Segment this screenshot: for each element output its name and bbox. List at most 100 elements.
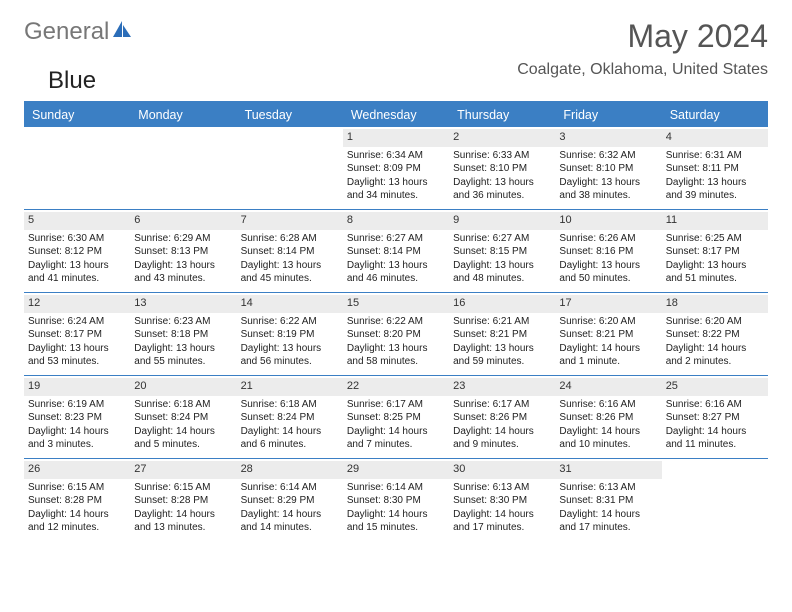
day-number: 9 xyxy=(449,212,555,230)
sunset-text: Sunset: 8:31 PM xyxy=(559,495,657,508)
sunrise-text: Sunrise: 6:32 AM xyxy=(559,150,657,163)
daylight-text: and 9 minutes. xyxy=(453,439,551,452)
sunset-text: Sunset: 8:28 PM xyxy=(28,495,126,508)
daylight-text: Daylight: 14 hours xyxy=(347,509,445,522)
sunrise-text: Sunrise: 6:30 AM xyxy=(28,233,126,246)
sunset-text: Sunset: 8:27 PM xyxy=(666,412,764,425)
day-number: 2 xyxy=(449,129,555,147)
day-info: Sunrise: 6:17 AMSunset: 8:25 PMDaylight:… xyxy=(347,399,445,452)
day-info: Sunrise: 6:19 AMSunset: 8:23 PMDaylight:… xyxy=(28,399,126,452)
day-cell xyxy=(24,127,130,209)
day-info: Sunrise: 6:20 AMSunset: 8:22 PMDaylight:… xyxy=(666,316,764,369)
sunrise-text: Sunrise: 6:16 AM xyxy=(666,399,764,412)
day-cell: 27Sunrise: 6:15 AMSunset: 8:28 PMDayligh… xyxy=(130,459,236,541)
day-info: Sunrise: 6:15 AMSunset: 8:28 PMDaylight:… xyxy=(134,482,232,535)
daylight-text: Daylight: 14 hours xyxy=(559,509,657,522)
day-cell xyxy=(130,127,236,209)
daylight-text: Daylight: 13 hours xyxy=(666,260,764,273)
daylight-text: Daylight: 13 hours xyxy=(453,343,551,356)
daylight-text: and 43 minutes. xyxy=(134,273,232,286)
day-cell: 16Sunrise: 6:21 AMSunset: 8:21 PMDayligh… xyxy=(449,293,555,375)
sunset-text: Sunset: 8:20 PM xyxy=(347,329,445,342)
sunrise-text: Sunrise: 6:18 AM xyxy=(241,399,339,412)
daylight-text: Daylight: 13 hours xyxy=(559,177,657,190)
sunset-text: Sunset: 8:15 PM xyxy=(453,246,551,259)
day-cell: 6Sunrise: 6:29 AMSunset: 8:13 PMDaylight… xyxy=(130,210,236,292)
day-cell: 22Sunrise: 6:17 AMSunset: 8:25 PMDayligh… xyxy=(343,376,449,458)
daylight-text: Daylight: 14 hours xyxy=(453,509,551,522)
day-number: 26 xyxy=(24,461,130,479)
weekday-header-row: SundayMondayTuesdayWednesdayThursdayFrid… xyxy=(24,103,768,127)
brand-logo: General xyxy=(24,18,135,46)
sunrise-text: Sunrise: 6:28 AM xyxy=(241,233,339,246)
sunrise-text: Sunrise: 6:15 AM xyxy=(28,482,126,495)
day-cell: 14Sunrise: 6:22 AMSunset: 8:19 PMDayligh… xyxy=(237,293,343,375)
sunset-text: Sunset: 8:30 PM xyxy=(453,495,551,508)
brand-part3: Blue xyxy=(48,67,96,94)
day-info: Sunrise: 6:13 AMSunset: 8:31 PMDaylight:… xyxy=(559,482,657,535)
day-number: 3 xyxy=(555,129,661,147)
day-info: Sunrise: 6:14 AMSunset: 8:29 PMDaylight:… xyxy=(241,482,339,535)
sunset-text: Sunset: 8:17 PM xyxy=(28,329,126,342)
day-cell: 26 Sunrise: 6:15 AMSunset: 8:28 PMDayligh… xyxy=(24,459,130,541)
day-number: 6 xyxy=(130,212,236,230)
daylight-text: and 17 minutes. xyxy=(559,522,657,535)
brand-part1: Gener xyxy=(24,18,91,46)
day-number: 14 xyxy=(237,295,343,313)
day-number: 15 xyxy=(343,295,449,313)
sunrise-text: Sunrise: 6:23 AM xyxy=(134,316,232,329)
daylight-text: Daylight: 14 hours xyxy=(559,426,657,439)
day-number: 21 xyxy=(237,378,343,396)
day-number: 31 xyxy=(555,461,661,479)
day-info: Sunrise: 6:24 AMSunset: 8:17 PMDaylight:… xyxy=(28,316,126,369)
day-number: 25 xyxy=(662,378,768,396)
day-info: Sunrise: 6:18 AMSunset: 8:24 PMDaylight:… xyxy=(134,399,232,452)
sunrise-text: Sunrise: 6:27 AM xyxy=(347,233,445,246)
day-cell: 12Sunrise: 6:24 AMSunset: 8:17 PMDayligh… xyxy=(24,293,130,375)
day-info: Sunrise: 6:13 AMSunset: 8:30 PMDaylight:… xyxy=(453,482,551,535)
daylight-text: Daylight: 13 hours xyxy=(453,260,551,273)
brand-part2: al xyxy=(91,18,110,46)
day-info: Sunrise: 6:33 AMSunset: 8:10 PMDaylight:… xyxy=(453,150,551,203)
daylight-text: and 34 minutes. xyxy=(347,190,445,203)
sunset-text: Sunset: 8:12 PM xyxy=(28,246,126,259)
day-number: 19 xyxy=(24,378,130,396)
sunset-text: Sunset: 8:21 PM xyxy=(559,329,657,342)
sunset-text: Sunset: 8:18 PM xyxy=(134,329,232,342)
sunrise-text: Sunrise: 6:17 AM xyxy=(347,399,445,412)
sunset-text: Sunset: 8:24 PM xyxy=(134,412,232,425)
daylight-text: and 59 minutes. xyxy=(453,356,551,369)
daylight-text: Daylight: 13 hours xyxy=(347,260,445,273)
sunrise-text: Sunrise: 6:14 AM xyxy=(347,482,445,495)
daylight-text: Daylight: 14 hours xyxy=(666,426,764,439)
sunset-text: Sunset: 8:16 PM xyxy=(559,246,657,259)
sunrise-text: Sunrise: 6:34 AM xyxy=(347,150,445,163)
daylight-text: and 3 minutes. xyxy=(28,439,126,452)
daylight-text: and 50 minutes. xyxy=(559,273,657,286)
day-info: Sunrise: 6:27 AMSunset: 8:15 PMDaylight:… xyxy=(453,233,551,286)
day-cell: 2 Sunrise: 6:33 AMSunset: 8:10 PMDaylight… xyxy=(449,127,555,209)
week-row: 19 Sunrise: 6:19 AMSunset: 8:23 PMDayligh… xyxy=(24,376,768,459)
day-info: Sunrise: 6:15 AMSunset: 8:28 PMDaylight:… xyxy=(28,482,126,535)
day-cell: 4Sunrise: 6:31 AMSunset: 8:11 PMDaylight… xyxy=(662,127,768,209)
sunrise-text: Sunrise: 6:29 AM xyxy=(134,233,232,246)
day-cell: 29Sunrise: 6:14 AMSunset: 8:30 PMDayligh… xyxy=(343,459,449,541)
day-number: 13 xyxy=(130,295,236,313)
sunset-text: Sunset: 8:22 PM xyxy=(666,329,764,342)
week-row: 5Sunrise: 6:30 AMSunset: 8:12 PMDaylight… xyxy=(24,210,768,293)
sunrise-text: Sunrise: 6:14 AM xyxy=(241,482,339,495)
daylight-text: Daylight: 14 hours xyxy=(241,426,339,439)
day-number: 11 xyxy=(662,212,768,230)
daylight-text: and 6 minutes. xyxy=(241,439,339,452)
sunset-text: Sunset: 8:24 PM xyxy=(241,412,339,425)
weekday-header: Monday xyxy=(130,103,236,127)
sunrise-text: Sunrise: 6:25 AM xyxy=(666,233,764,246)
daylight-text: and 12 minutes. xyxy=(28,522,126,535)
sunset-text: Sunset: 8:10 PM xyxy=(559,163,657,176)
daylight-text: and 41 minutes. xyxy=(28,273,126,286)
day-cell: 23Sunrise: 6:17 AMSunset: 8:26 PMDayligh… xyxy=(449,376,555,458)
day-info: Sunrise: 6:22 AMSunset: 8:20 PMDaylight:… xyxy=(347,316,445,369)
day-cell: 18Sunrise: 6:20 AMSunset: 8:22 PMDayligh… xyxy=(662,293,768,375)
day-info: Sunrise: 6:30 AMSunset: 8:12 PMDaylight:… xyxy=(28,233,126,286)
day-number: 8 xyxy=(343,212,449,230)
